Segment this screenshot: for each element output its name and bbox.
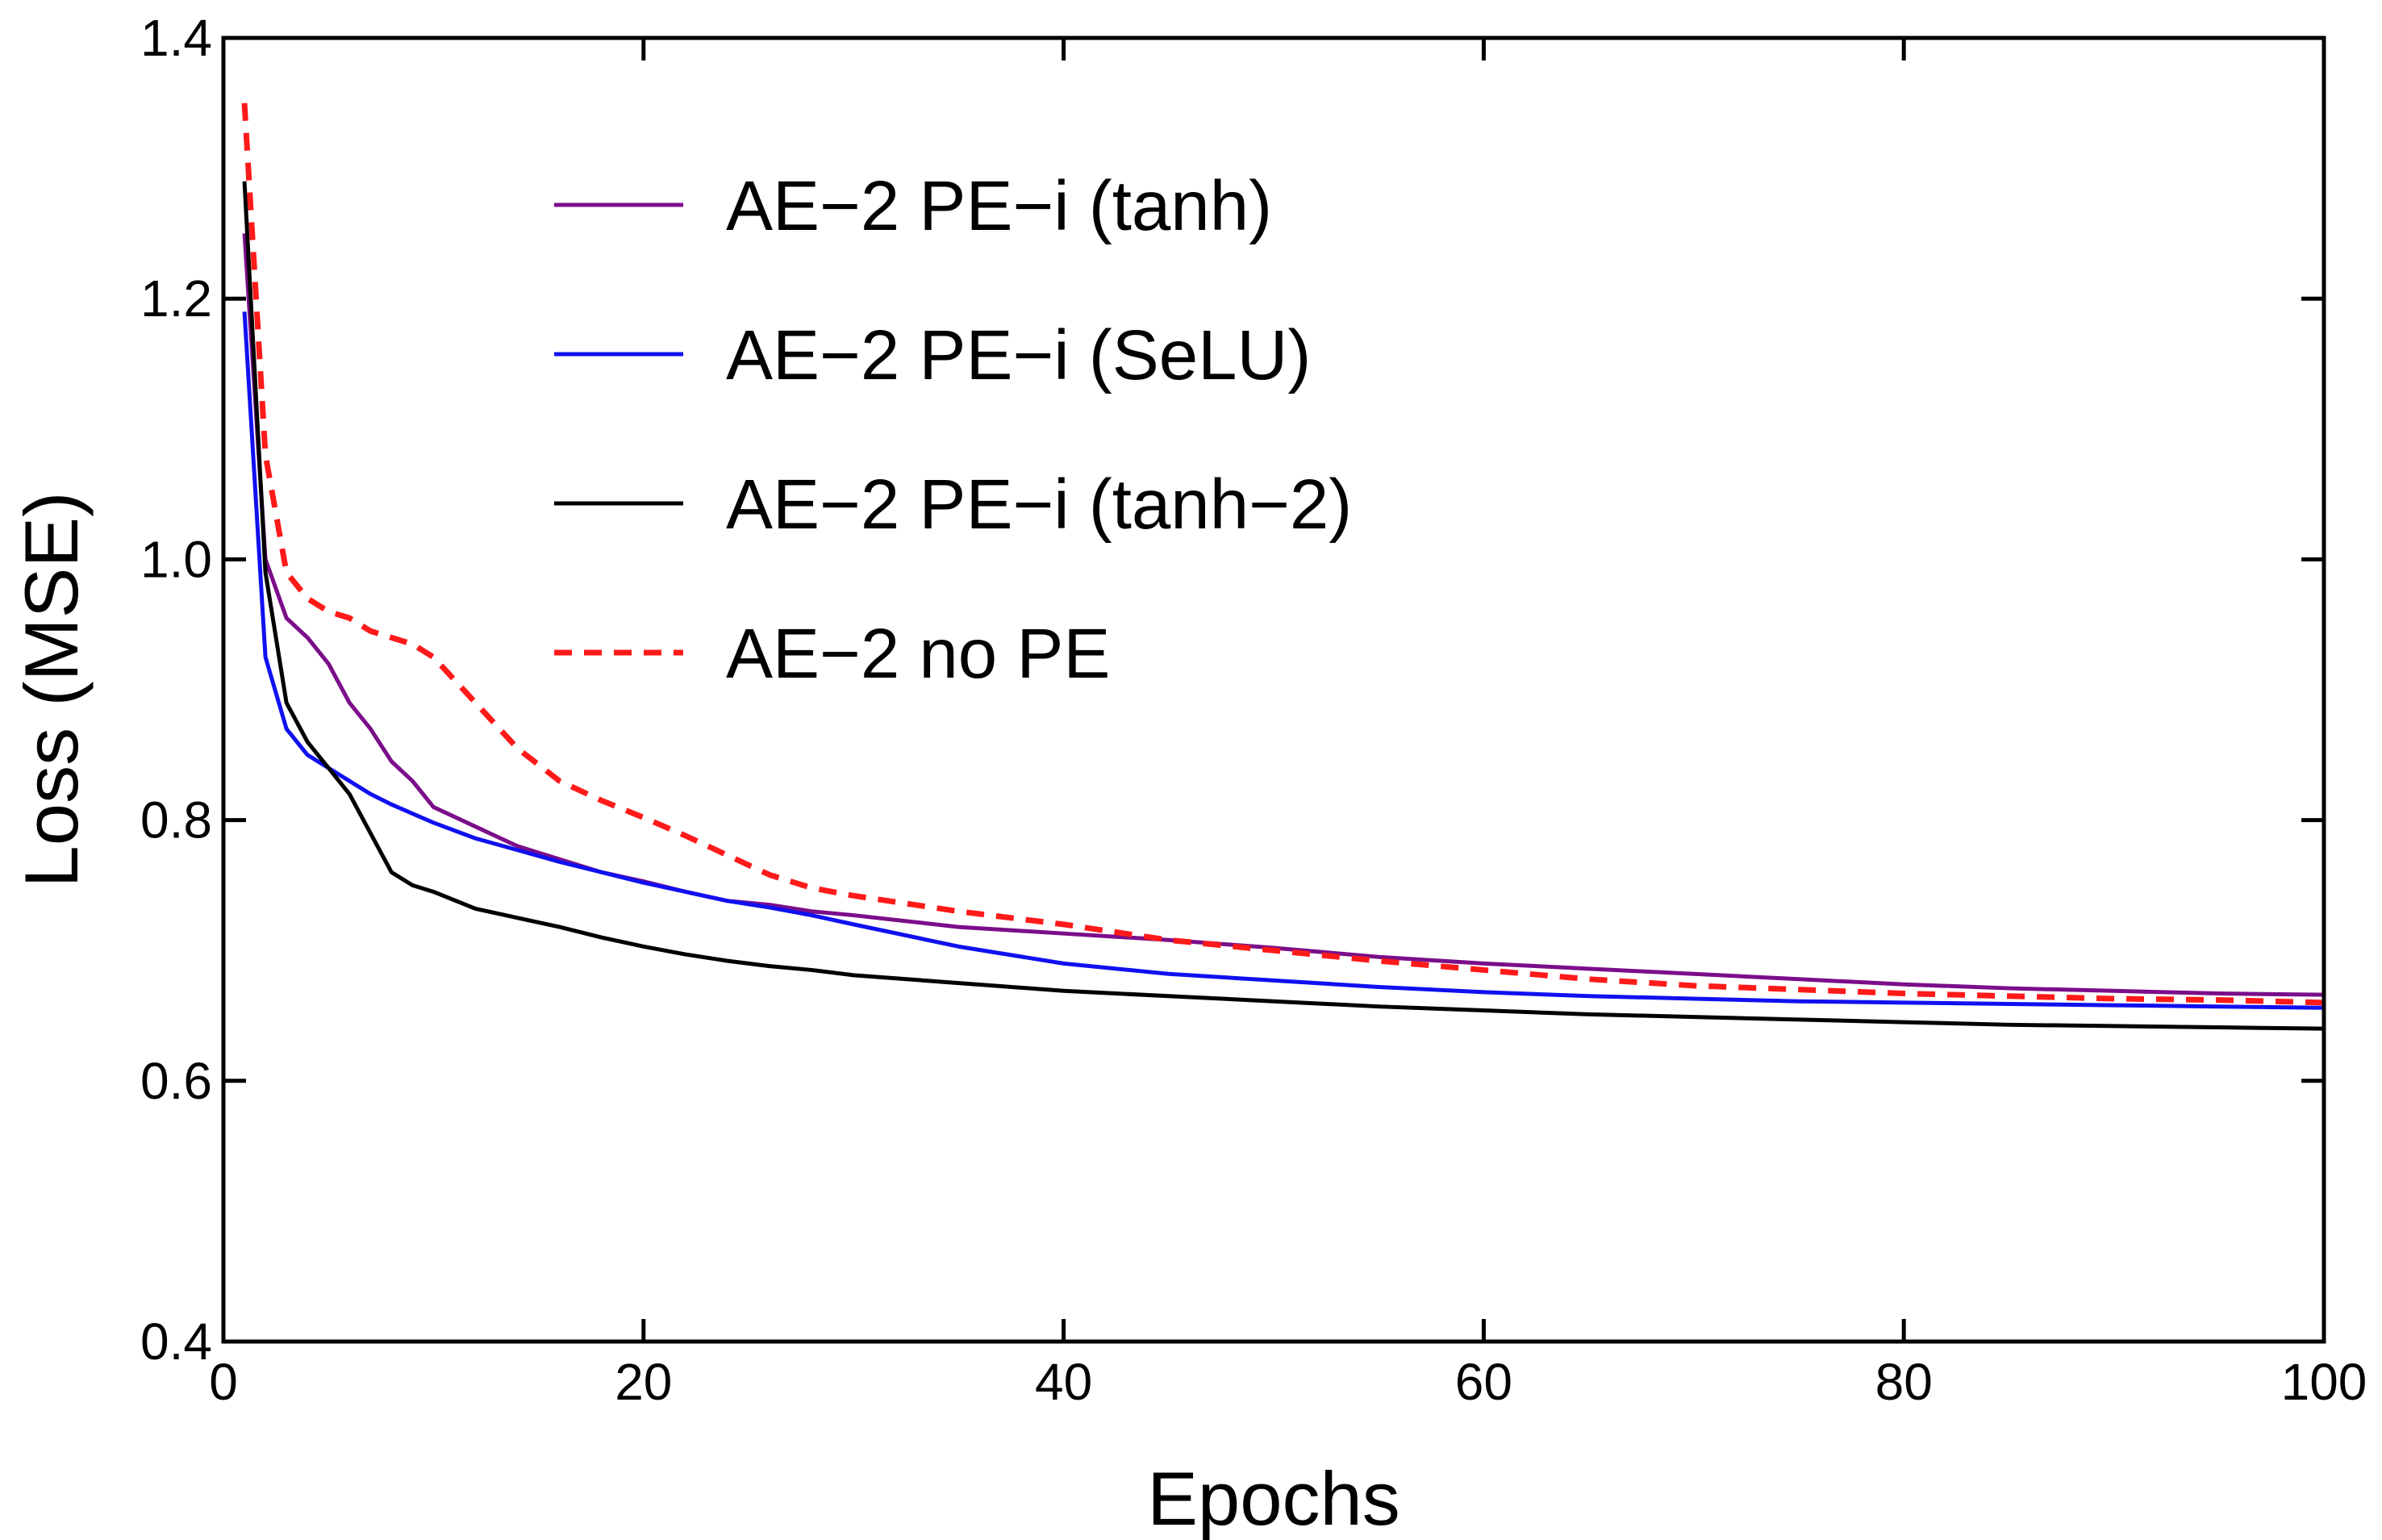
x-tick-label: 80 [1875,1353,1933,1411]
x-tick-label: 60 [1455,1353,1512,1411]
series-line [241,102,2325,1006]
plot-frame [221,35,2326,1344]
x-tick-label: 20 [615,1353,672,1411]
series-line [242,181,2325,1031]
y-tick-label: 1.0 [140,530,212,588]
legend-label: AE−2 PE−i (tanh) [726,167,1272,245]
y-tick-label: 0.4 [140,1313,212,1371]
y-tick-label: 0.8 [140,791,212,849]
y-tick-label: 1.2 [140,269,212,328]
series-line [242,311,2325,1010]
y-tick-label: 0.6 [140,1052,212,1110]
x-tick-label: 0 [209,1353,238,1411]
x-tick-label: 40 [1035,1353,1092,1411]
legend-label: AE−2 PE−i (tanh−2) [726,465,1352,544]
y-axis-label: Loss (MSE) [9,492,94,888]
legend-label: AE−2 PE−i (SeLU) [726,316,1311,394]
x-tick-label: 100 [2281,1353,2367,1411]
x-axis-label: Epochs [1147,1456,1400,1540]
y-tick-label: 1.4 [140,9,212,67]
legend-label: AE−2 no PE [726,615,1110,693]
